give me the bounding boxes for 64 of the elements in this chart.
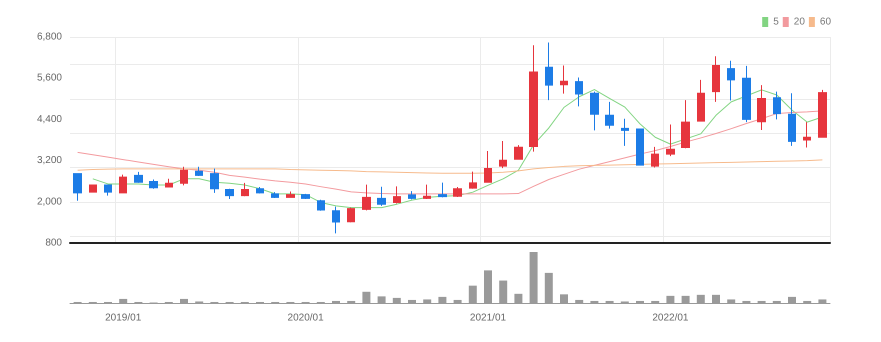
candlestick [89, 184, 97, 194]
candlestick [453, 186, 462, 198]
candlestick [317, 199, 325, 212]
candlestick [621, 118, 629, 146]
candlestick [271, 192, 279, 199]
candlestick [484, 150, 492, 184]
x-tick-label: 2021/01 [470, 312, 507, 324]
legend-label: 20 [794, 16, 806, 28]
candlestick [697, 79, 705, 122]
candlestick [757, 84, 766, 131]
y-tick-label: 4,400 [36, 114, 62, 125]
candlestick [362, 184, 371, 211]
candlestick [529, 44, 538, 152]
candlestick [514, 144, 523, 160]
candlestick [347, 207, 355, 223]
x-tick-label: 2019/01 [105, 312, 142, 324]
candlestick [681, 100, 690, 149]
candlestick [773, 91, 781, 120]
candlestick [742, 65, 751, 123]
legend-label: 5 [773, 16, 780, 28]
line-series [77, 159, 823, 174]
candlestick [605, 101, 614, 130]
candlestick [469, 171, 477, 190]
candlestick [575, 77, 583, 107]
candlestick [651, 146, 659, 168]
y-tick-label: 800 [45, 238, 62, 248]
x-tick-label: 2020/01 [288, 312, 324, 324]
candlestick [149, 178, 158, 190]
candlestick [803, 122, 811, 148]
y-tick-label: 2,000 [36, 196, 62, 208]
candlestick [727, 60, 735, 102]
candlestick [712, 56, 720, 102]
candlestick [180, 166, 188, 186]
candlestick [301, 193, 310, 200]
candlestick [165, 178, 173, 188]
candlestick [666, 124, 675, 157]
candlestick [636, 128, 644, 166]
candlestick [818, 89, 827, 138]
candlestick [788, 92, 796, 146]
candlestick [377, 186, 386, 206]
y-tick-label: 6,800 [36, 32, 62, 42]
candlestick [286, 191, 295, 198]
candlestick [590, 91, 599, 131]
legend-label: 60 [820, 16, 832, 28]
y-tick-label: 3,200 [36, 155, 62, 166]
candlestick [195, 166, 203, 177]
x-tick-label: 2022/01 [652, 312, 689, 324]
candlestick [408, 190, 416, 200]
candlestick [256, 186, 264, 194]
candlestick [332, 206, 340, 234]
y-tick-label: 5,600 [36, 72, 62, 84]
candlestick [73, 172, 82, 202]
candlestick [210, 168, 219, 194]
candlestick [560, 64, 568, 94]
candlestick [104, 184, 112, 196]
candlestick [119, 174, 127, 194]
candlestick [393, 186, 401, 204]
candlestick [241, 182, 249, 197]
candlestick [545, 42, 553, 101]
candlestick [423, 184, 431, 200]
candlestick [225, 188, 234, 200]
candlestick [438, 182, 447, 198]
candlestick [499, 140, 507, 169]
candlestick [134, 171, 143, 184]
